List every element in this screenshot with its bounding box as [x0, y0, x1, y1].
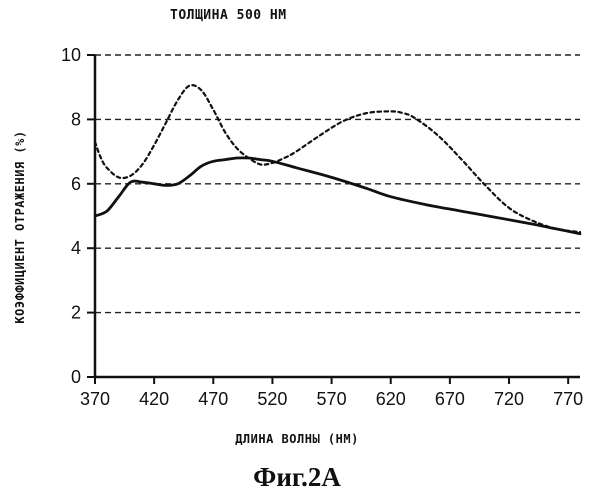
x-tick-label-570: 570 — [317, 389, 347, 409]
x-tick-label-720: 720 — [494, 389, 524, 409]
x-tick-label-770: 770 — [553, 389, 583, 409]
x-tick-label-470: 470 — [198, 389, 228, 409]
series-line-solid — [95, 158, 580, 234]
y-tick-label-10: 10 — [61, 45, 81, 65]
x-tick-label-520: 520 — [257, 389, 287, 409]
y-tick-label-4: 4 — [71, 238, 81, 258]
x-tick-label-370: 370 — [80, 389, 110, 409]
series-line-dashed — [95, 85, 580, 232]
y-tick-label-0: 0 — [71, 367, 81, 387]
x-tick-label-420: 420 — [139, 389, 169, 409]
y-tick-label-6: 6 — [71, 174, 81, 194]
x-tick-label-670: 670 — [435, 389, 465, 409]
y-tick-label-8: 8 — [71, 109, 81, 129]
y-tick-label-2: 2 — [71, 303, 81, 323]
x-tick-label-620: 620 — [376, 389, 406, 409]
